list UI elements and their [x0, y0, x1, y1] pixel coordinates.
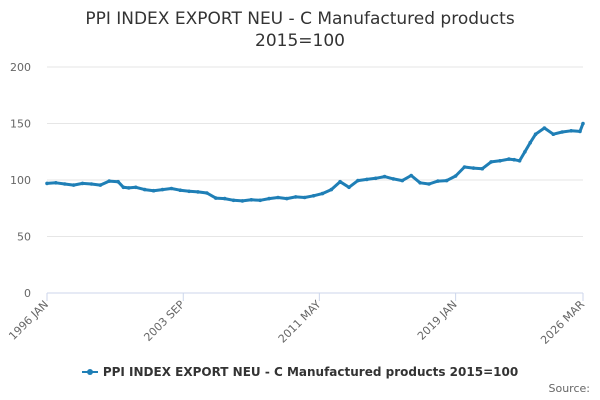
- data-point: [409, 173, 414, 178]
- series-line: [45, 122, 585, 203]
- data-point: [80, 181, 85, 186]
- data-point: [418, 181, 422, 185]
- data-point: [98, 183, 103, 187]
- data-point: [356, 178, 360, 183]
- data-point: [365, 177, 369, 182]
- data-point: [151, 188, 156, 193]
- data-point: [169, 186, 174, 191]
- y-tick-label: 0: [24, 287, 31, 300]
- data-point: [462, 165, 467, 169]
- data-point: [205, 191, 209, 195]
- data-point: [267, 196, 271, 201]
- data-point: [569, 129, 573, 133]
- data-point: [480, 166, 485, 171]
- data-point: [533, 132, 538, 136]
- data-point: [517, 159, 522, 163]
- data-point: [142, 187, 147, 192]
- legend-dot-marker: [86, 369, 93, 375]
- data-point: [320, 191, 325, 196]
- data-point: [45, 181, 49, 186]
- legend-series-label: PPI INDEX EXPORT NEU - C Manufactured pr…: [102, 365, 519, 379]
- data-point: [222, 196, 227, 201]
- data-point: [214, 196, 218, 200]
- data-point: [134, 185, 138, 190]
- y-tick-label: 150: [10, 118, 31, 131]
- data-point: [89, 182, 94, 186]
- data-point: [347, 185, 351, 190]
- data-point: [338, 179, 342, 184]
- data-point: [427, 182, 431, 186]
- data-point: [373, 176, 378, 181]
- data-point: [489, 160, 493, 164]
- data-point: [528, 140, 532, 145]
- data-point: [551, 132, 556, 136]
- data-point: [302, 195, 307, 200]
- data-point: [382, 174, 387, 179]
- data-point: [126, 186, 131, 190]
- chart-title-line-2: 2015=100: [255, 31, 345, 51]
- data-point: [512, 157, 516, 162]
- data-point: [258, 198, 263, 203]
- y-tick-label: 50: [17, 231, 31, 244]
- data-point: [231, 198, 236, 203]
- data-point: [578, 129, 582, 134]
- data-point: [121, 185, 126, 190]
- data-point: [249, 198, 254, 202]
- legend[interactable]: PPI INDEX EXPORT NEU - C Manufactured pr…: [0, 365, 600, 379]
- data-point: [71, 183, 76, 187]
- data-point: [240, 199, 245, 203]
- data-point: [507, 157, 511, 161]
- data-point: [453, 174, 458, 178]
- data-point: [107, 179, 111, 183]
- data-point: [187, 189, 191, 194]
- data-point: [160, 187, 165, 192]
- data-point: [444, 178, 449, 183]
- data-point: [471, 166, 476, 170]
- data-point: [63, 182, 67, 186]
- data-point: [329, 187, 334, 192]
- data-point: [560, 130, 564, 134]
- data-point: [293, 195, 298, 199]
- data-point: [391, 177, 396, 181]
- x-tick-label: 1996 JAN: [6, 298, 51, 343]
- data-point: [54, 181, 58, 185]
- x-tick-label: 2019 JAN: [415, 298, 460, 343]
- data-point: [581, 121, 585, 126]
- chart-title: PPI INDEX EXPORT NEU - C Manufactured pr…: [0, 8, 600, 52]
- chart-title-line-1: PPI INDEX EXPORT NEU - C Manufactured pr…: [85, 9, 515, 29]
- data-point: [498, 159, 502, 163]
- data-point: [436, 179, 440, 183]
- data-point: [285, 196, 289, 201]
- x-tick-label: 2011 MAY: [276, 298, 324, 346]
- x-tick-label: 2026 MAR: [538, 298, 587, 347]
- data-point: [178, 188, 182, 192]
- data-point: [196, 190, 200, 194]
- legend-series-symbol: [81, 367, 98, 377]
- x-tick-label: 2003 SEP: [141, 298, 187, 344]
- y-tick-label: 100: [10, 174, 31, 187]
- y-tick-label: 200: [10, 61, 31, 74]
- data-point: [116, 179, 120, 184]
- data-point: [311, 194, 316, 198]
- data-point: [542, 126, 547, 130]
- data-point: [400, 178, 405, 183]
- source-credit[interactable]: Source:: [548, 382, 591, 395]
- data-point: [276, 195, 280, 200]
- data-point: [523, 150, 527, 154]
